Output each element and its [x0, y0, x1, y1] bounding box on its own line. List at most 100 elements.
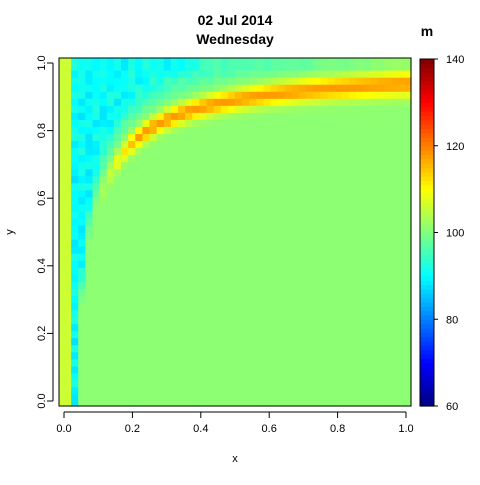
heatmap-cell [178, 316, 186, 325]
heatmap-cell [206, 161, 215, 170]
heatmap-cell [149, 154, 158, 163]
heatmap-cell [206, 58, 215, 71]
heatmap-cell [292, 330, 300, 339]
heatmap-cell [249, 288, 257, 296]
heatmap-cell [156, 281, 165, 289]
heatmap-cell [299, 91, 307, 99]
heatmap-cell [235, 133, 243, 142]
heatmap-cell [391, 196, 400, 205]
heatmap-cell [398, 84, 412, 92]
heatmap-cell [391, 70, 400, 78]
heatmap-cell [185, 98, 193, 106]
heatmap-cell [306, 393, 314, 407]
heatmap-cell [292, 358, 300, 367]
heatmap-cell [256, 168, 265, 177]
heatmap-cell [128, 105, 136, 113]
heatmap-cell [334, 253, 343, 261]
chart-title-line2: Wednesday [196, 31, 274, 47]
heatmap-cell [192, 260, 200, 268]
heatmap-cell [135, 316, 143, 325]
heatmap-cell [227, 147, 236, 156]
heatmap-cell [71, 161, 79, 170]
heatmap-cell [334, 168, 343, 177]
heatmap-cell [121, 140, 129, 149]
colorbar-swatch [420, 379, 434, 385]
heatmap-cell [78, 98, 86, 106]
heatmap-cell [71, 379, 79, 388]
heatmap-cell [327, 147, 336, 156]
heatmap-cell [242, 330, 250, 339]
heatmap-cell [341, 182, 350, 191]
heatmap-cell [135, 112, 143, 120]
heatmap-cell [270, 175, 279, 184]
heatmap-cell [192, 344, 200, 353]
heatmap-cell [235, 140, 243, 149]
colorbar-swatch [420, 197, 434, 203]
heatmap-cell [227, 98, 236, 106]
heatmap-cell [178, 253, 186, 261]
heatmap-cell [163, 140, 172, 149]
heatmap-cell [128, 246, 136, 254]
heatmap-cell [320, 337, 329, 346]
heatmap-cell [85, 224, 94, 233]
heatmap-cell [299, 154, 307, 163]
heatmap-cell [377, 330, 386, 339]
heatmap-cell [121, 344, 129, 353]
heatmap-cell [178, 302, 186, 311]
heatmap-cell [306, 58, 314, 71]
heatmap-cell [313, 330, 322, 339]
heatmap-cell [356, 140, 364, 149]
heatmap-cell [213, 288, 222, 296]
heatmap-cell [121, 77, 129, 85]
heatmap-cell [113, 203, 122, 212]
heatmap-cell [349, 337, 357, 346]
heatmap-cell [135, 210, 143, 219]
heatmap-cell [320, 112, 329, 120]
heatmap-cell [213, 379, 222, 388]
heatmap-cell [156, 112, 165, 120]
heatmap-cell [391, 189, 400, 198]
heatmap-cell [263, 386, 272, 395]
heatmap-cell [199, 210, 208, 219]
heatmap-cell [206, 91, 215, 99]
heatmap-cell [206, 246, 215, 254]
heatmap-cell [313, 358, 322, 367]
heatmap-cell [163, 224, 172, 233]
heatmap-cell [384, 295, 393, 304]
heatmap-cell [398, 182, 412, 191]
heatmap-cell [398, 288, 412, 296]
heatmap-cell [156, 147, 165, 156]
heatmap-cell [235, 84, 243, 92]
heatmap-cell [142, 295, 151, 304]
heatmap-cell [363, 224, 371, 233]
heatmap-cell [292, 112, 300, 120]
colorbar-swatch [420, 319, 434, 325]
heatmap-cell [349, 161, 357, 170]
heatmap-cell [235, 189, 243, 198]
heatmap-cell [185, 147, 193, 156]
heatmap-cell [306, 267, 314, 275]
heatmap-cell [78, 330, 86, 339]
heatmap-cell [363, 112, 371, 120]
heatmap-cell [92, 239, 101, 247]
colorbar-swatch [420, 150, 434, 156]
heatmap-cell [277, 154, 286, 163]
heatmap-cell [206, 365, 215, 374]
heatmap-cell [341, 210, 350, 219]
heatmap-cell [106, 365, 115, 374]
heatmap-cell [149, 147, 158, 156]
heatmap-cell [356, 393, 364, 407]
heatmap-cell [398, 351, 412, 360]
heatmap-cell [220, 246, 229, 254]
heatmap-cell [313, 302, 322, 311]
heatmap-cell [341, 267, 350, 275]
heatmap-cell [163, 133, 172, 142]
heatmap-cell [263, 309, 272, 318]
heatmap-cell [99, 365, 108, 374]
heatmap-cell [142, 330, 151, 339]
heatmap-cell [292, 323, 300, 332]
heatmap-cell [235, 91, 243, 99]
heatmap-cell [341, 393, 350, 407]
heatmap-cell [92, 217, 101, 226]
heatmap-cell [263, 147, 272, 156]
